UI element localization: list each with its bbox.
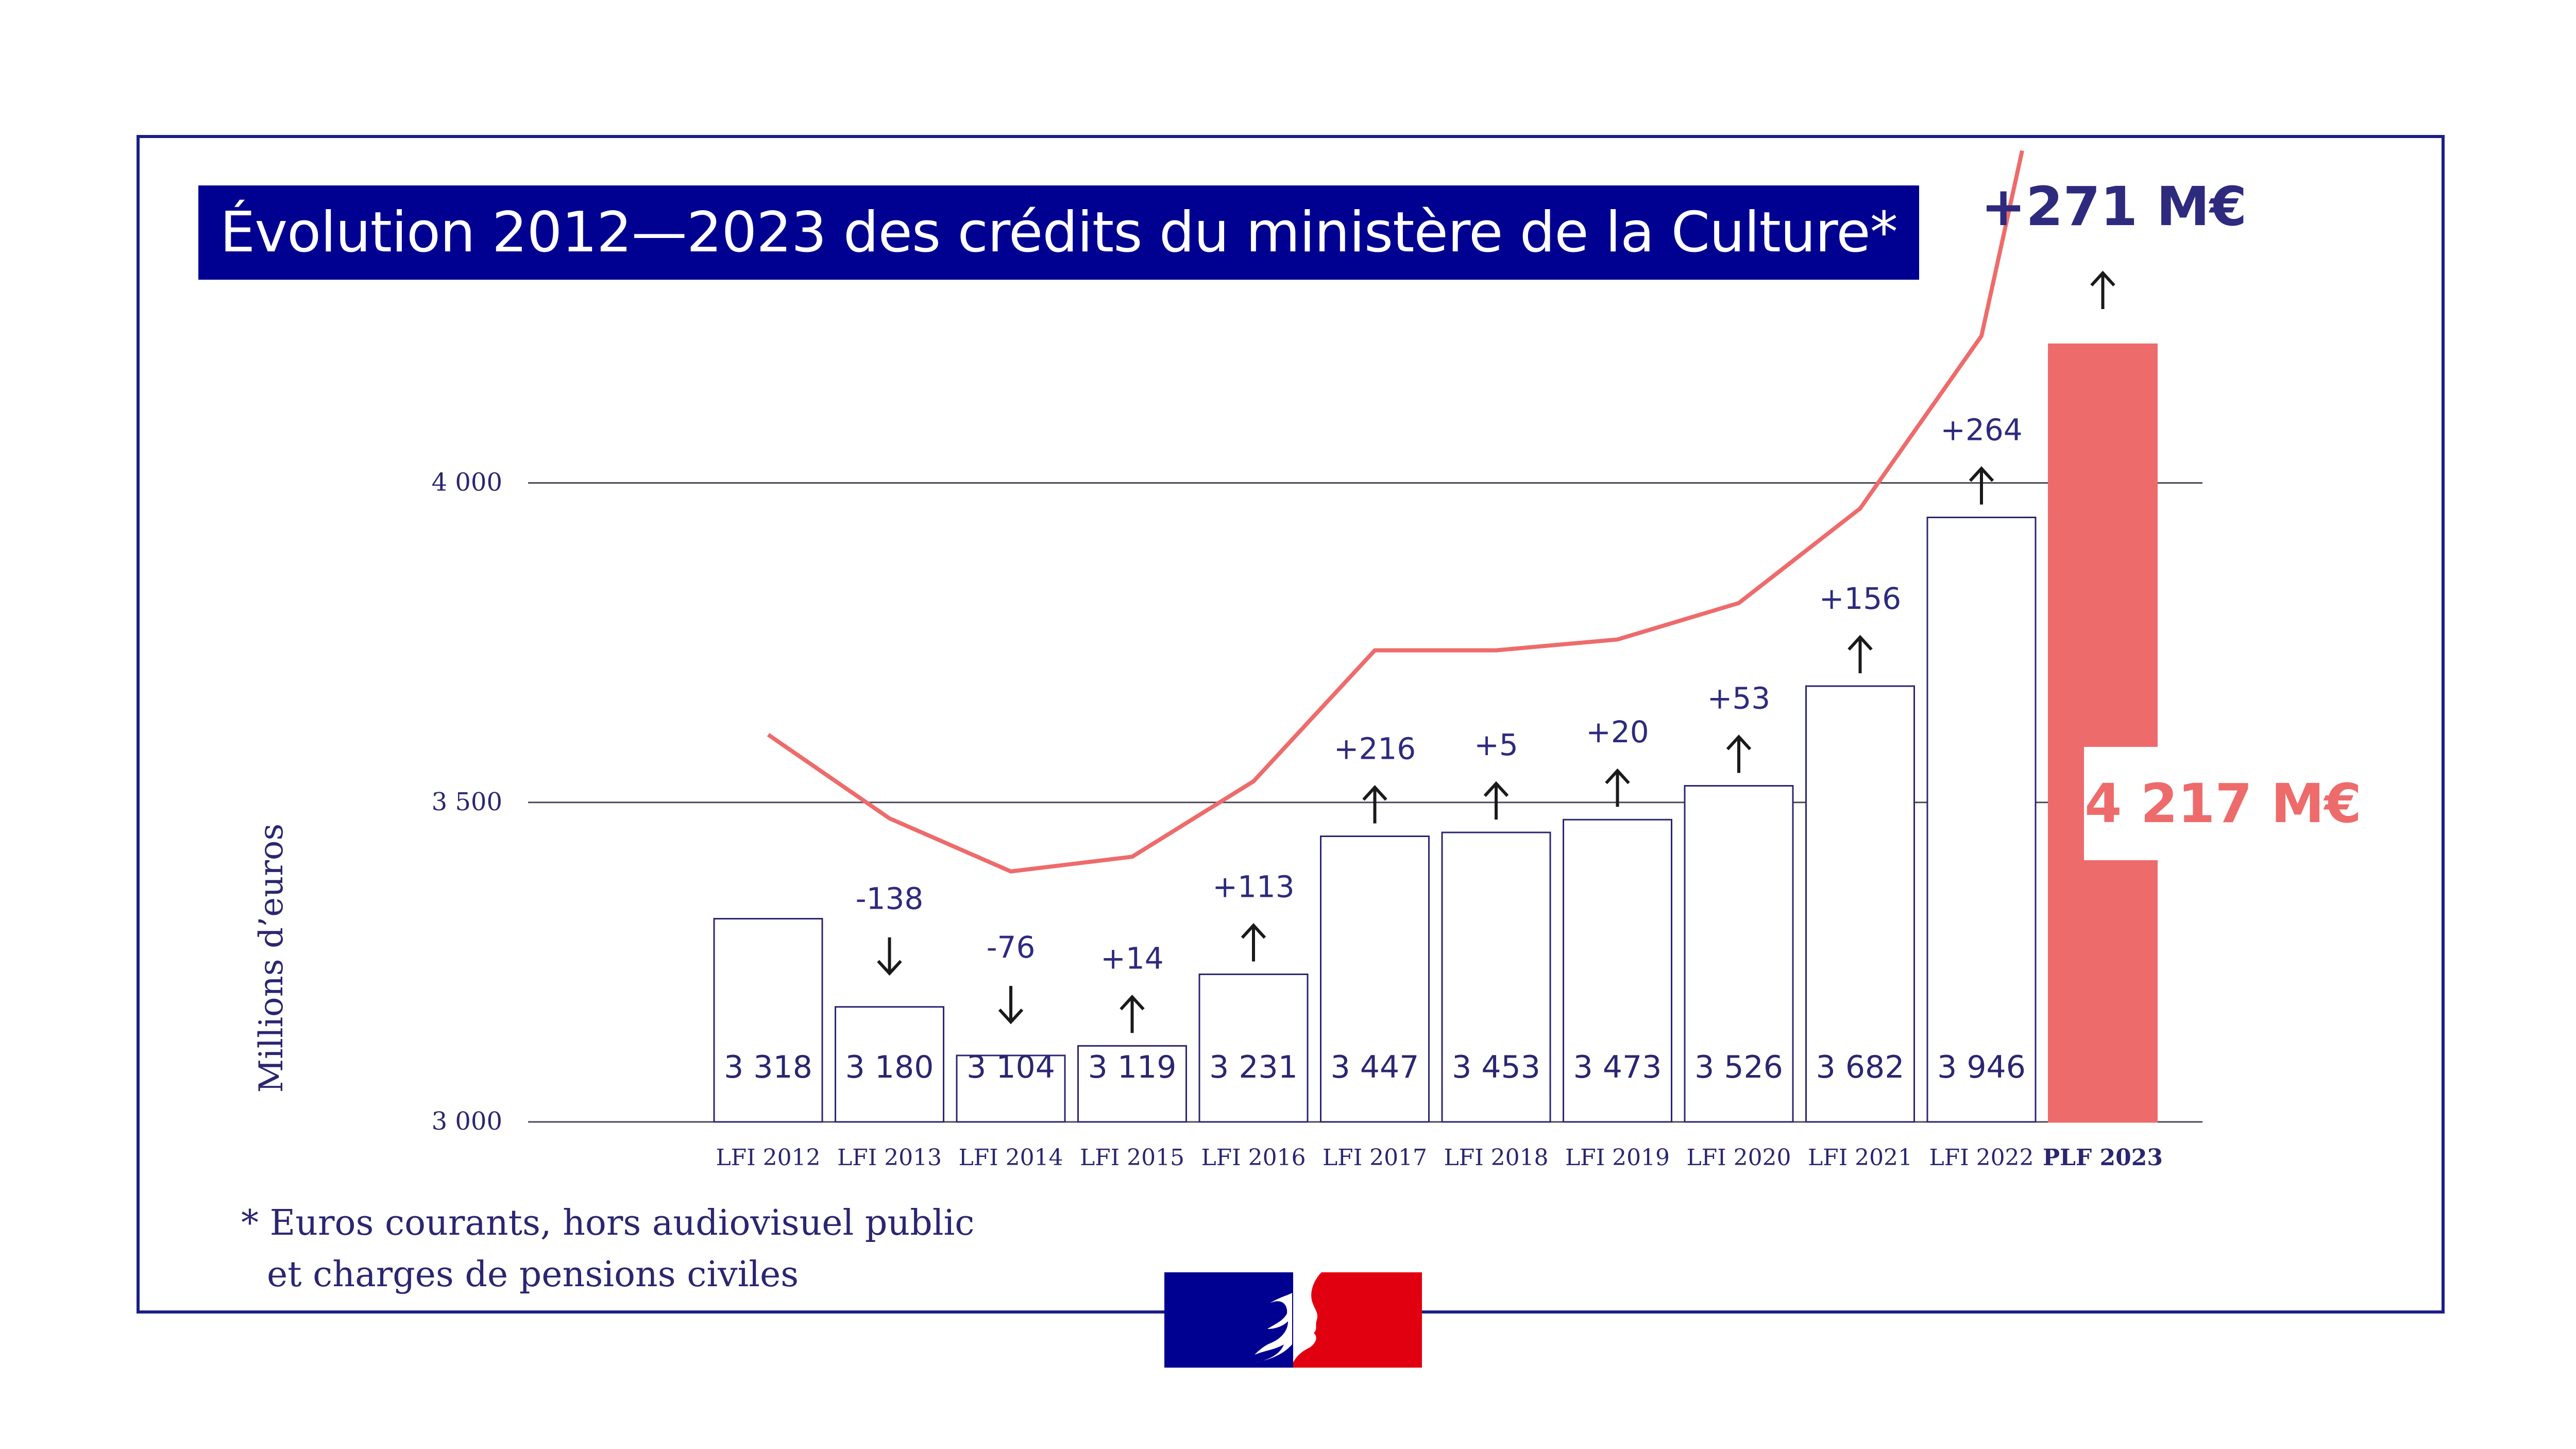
bar — [1926, 516, 2037, 1123]
bar-value-label: 3 526 — [1694, 1049, 1783, 1085]
chart-title: Évolution 2012—2023 des crédits du minis… — [198, 185, 1919, 280]
x-tick-label: LFI 2018 — [1444, 1145, 1548, 1171]
bar-highlight — [2048, 343, 2158, 1123]
y-tick-label: 3 000 — [432, 1107, 502, 1136]
footnote-line-2: et charges de pensions civiles — [267, 1254, 799, 1295]
flag-blue-panel — [1164, 1272, 1293, 1368]
change-label: +20 — [1586, 714, 1649, 749]
arrow-up-icon — [1120, 994, 1145, 1033]
change-label: +5 — [1474, 727, 1518, 762]
footnote: * Euros courants, hors audiovisuel publi… — [241, 1198, 974, 1301]
x-tick-label: LFI 2012 — [716, 1145, 820, 1171]
bar-value-label: 3 473 — [1573, 1049, 1662, 1085]
arrow-up-icon — [1969, 466, 1994, 505]
arrow-up-icon — [1605, 768, 1630, 807]
arrow-head — [1605, 768, 1630, 785]
bar-value-label: 3 180 — [845, 1049, 934, 1085]
total-value-label: 4 217 M€ — [2084, 747, 2362, 860]
x-tick-label: LFI 2019 — [1565, 1145, 1670, 1171]
arrow-head — [998, 1008, 1024, 1025]
arrow-up-icon — [1241, 923, 1266, 962]
x-tick-label: PLF 2023 — [2043, 1145, 2163, 1171]
bar — [956, 1054, 1066, 1123]
arrow-up-icon — [1362, 785, 1387, 824]
footnote-line-1: * Euros courants, hors audiovisuel publi… — [241, 1203, 975, 1243]
x-tick-label: LFI 2014 — [958, 1145, 1063, 1171]
bar-value-label: 3 447 — [1331, 1049, 1419, 1085]
bar — [1077, 1045, 1187, 1123]
bar — [1563, 819, 1672, 1123]
total-change-label: +271 M€ — [1981, 175, 2247, 238]
x-tick-label: LFI 2021 — [1808, 1145, 1912, 1171]
trend-line — [767, 150, 2024, 874]
bar-value-label: 3 318 — [724, 1049, 812, 1085]
arrow-head — [2090, 270, 2115, 287]
change-label: +14 — [1100, 941, 1163, 976]
change-label: +156 — [1819, 581, 1901, 616]
arrow-up-icon — [1848, 635, 1873, 673]
x-tick-label: LFI 2022 — [1929, 1145, 2033, 1171]
y-tick-label: 4 000 — [432, 468, 502, 497]
arrow-head — [1362, 785, 1387, 801]
arrow-head — [877, 960, 902, 976]
marianne-profile — [1293, 1272, 1321, 1362]
x-tick-label: LFI 2015 — [1080, 1145, 1184, 1171]
arrow-head — [1726, 735, 1752, 751]
bar — [1805, 685, 1915, 1123]
x-tick-label: LFI 2013 — [837, 1145, 942, 1171]
arrow-head — [1848, 635, 1873, 651]
x-tick-label: LFI 2016 — [1201, 1145, 1306, 1171]
arrow-down-icon — [877, 937, 902, 976]
bar-value-label: 3 453 — [1452, 1049, 1540, 1085]
bar — [835, 1006, 944, 1123]
bar-value-label: 3 946 — [1937, 1049, 2026, 1085]
bar — [713, 918, 823, 1123]
bar — [1441, 831, 1551, 1123]
y-tick-label: 3 500 — [432, 788, 502, 816]
arrow-head — [1241, 923, 1266, 939]
change-label: +264 — [1940, 412, 2022, 447]
bar — [1320, 835, 1430, 1123]
change-label: -138 — [856, 881, 924, 916]
marianne-logo — [1164, 1272, 1422, 1368]
bar-value-label: 3 231 — [1209, 1049, 1298, 1085]
bar-value-label: 3 682 — [1816, 1049, 1905, 1085]
arrow-head — [1969, 466, 1994, 482]
bar — [1684, 785, 1794, 1123]
bar — [1198, 973, 1309, 1123]
arrow-up-icon — [1483, 781, 1509, 820]
change-label: +113 — [1212, 869, 1294, 904]
bar-value-label: 3 104 — [967, 1049, 1055, 1085]
arrow-down-icon — [998, 985, 1024, 1025]
arrow-head — [1120, 994, 1145, 1011]
y-axis-label: Millions d’euros — [252, 824, 291, 1093]
x-tick-label: LFI 2017 — [1323, 1145, 1427, 1171]
arrow-up-icon — [1726, 735, 1752, 773]
bar-value-label: 3 119 — [1088, 1049, 1177, 1085]
change-label: -76 — [987, 930, 1036, 965]
arrow-up-icon — [2090, 270, 2115, 309]
marianne-hair — [1255, 1293, 1292, 1362]
change-label: +216 — [1334, 731, 1416, 766]
change-label: +53 — [1707, 680, 1770, 715]
arrow-head — [1483, 781, 1509, 797]
x-tick-label: LFI 2020 — [1686, 1145, 1791, 1171]
